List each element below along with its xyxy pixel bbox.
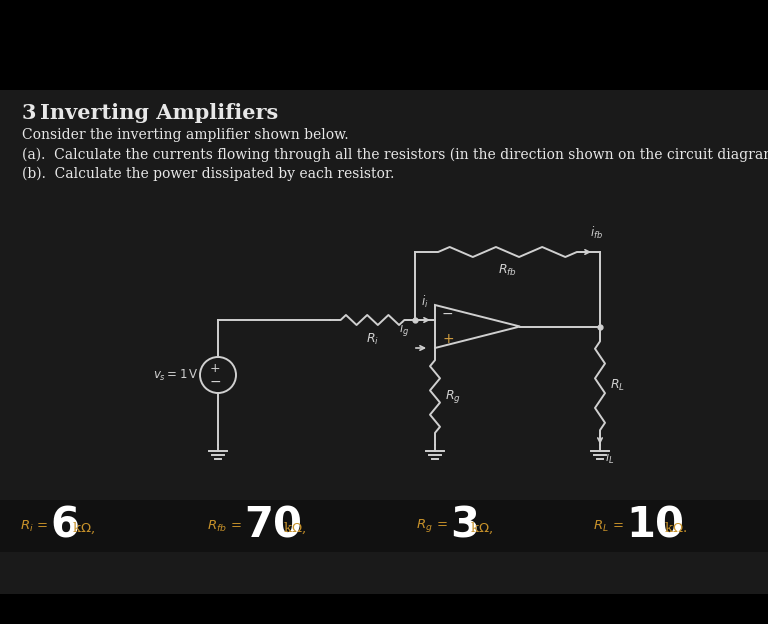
Text: $R_{fb}$: $R_{fb}$ [498, 263, 517, 278]
Text: (a).  Calculate the currents flowing through all the resistors (in the direction: (a). Calculate the currents flowing thro… [22, 148, 768, 162]
Text: k$\Omega$,: k$\Omega$, [283, 520, 306, 536]
Text: $i_g$: $i_g$ [399, 321, 409, 339]
Text: 3: 3 [450, 505, 479, 547]
Bar [0, 594, 768, 624]
Text: (b).  Calculate the power dissipated by each resistor.: (b). Calculate the power dissipated by e… [22, 167, 395, 182]
Text: k$\Omega$.: k$\Omega$. [664, 521, 687, 535]
Bar [0, 594, 768, 624]
Text: $i_{fb}$: $i_{fb}$ [590, 225, 603, 241]
Text: Consider the inverting amplifier shown below.: Consider the inverting amplifier shown b… [22, 128, 349, 142]
Text: 6: 6 [50, 505, 79, 547]
Text: $R_i$: $R_i$ [366, 332, 379, 347]
Text: $R_L$: $R_L$ [610, 378, 625, 393]
Text: $R_g$: $R_g$ [445, 388, 461, 405]
Text: $v_s = 1\,\mathrm{V}$: $v_s = 1\,\mathrm{V}$ [154, 368, 199, 383]
Text: −: − [209, 375, 221, 389]
Text: k$\Omega$,: k$\Omega$, [72, 520, 95, 536]
Text: Inverting Amplifiers: Inverting Amplifiers [40, 103, 278, 123]
Text: $R_i\,=$: $R_i\,=$ [19, 519, 48, 534]
Text: $R_g\,=$: $R_g\,=$ [416, 517, 448, 535]
Bar [0, 500, 768, 552]
Text: +: + [210, 363, 220, 376]
Bar [0, 0, 768, 90]
Text: $i_i$: $i_i$ [421, 294, 429, 310]
Text: 10: 10 [626, 505, 684, 547]
Text: $i_L$: $i_L$ [605, 450, 614, 466]
Bar [192, 101, 340, 121]
Text: $R_L\,=$: $R_L\,=$ [593, 519, 624, 534]
Text: −: − [442, 307, 454, 321]
Text: k$\Omega$,: k$\Omega$, [470, 520, 493, 536]
Text: 70: 70 [244, 505, 302, 547]
Text: 3: 3 [22, 103, 37, 123]
Text: $R_{fb}\,=$: $R_{fb}\,=$ [207, 519, 242, 534]
Bar [0, 0, 768, 90]
Text: +: + [442, 332, 454, 346]
